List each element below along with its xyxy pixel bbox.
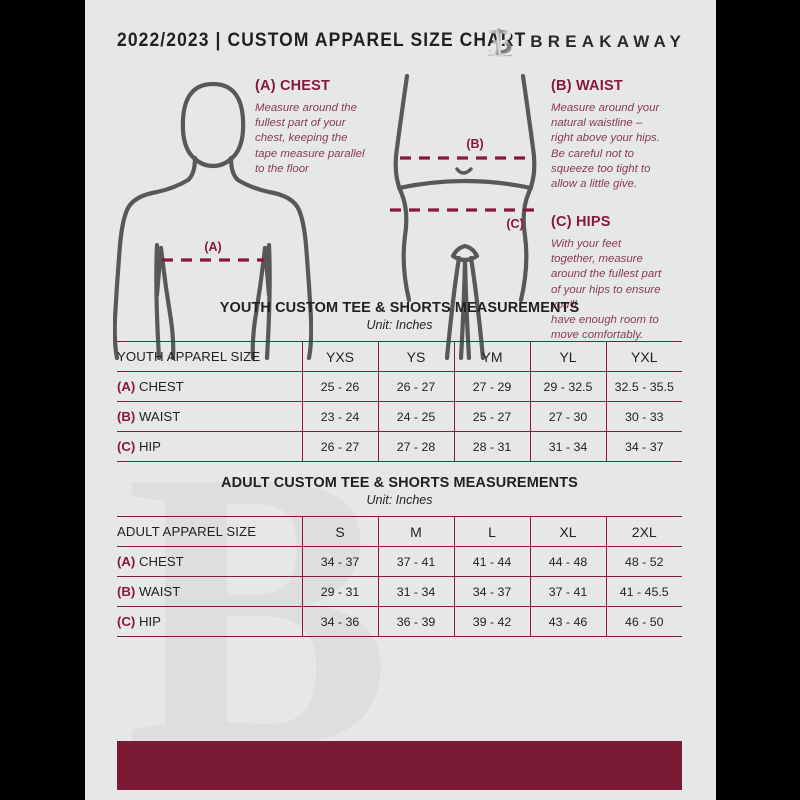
measurement-tag: (C) — [117, 439, 136, 454]
table-row: (B) WAIST 23 - 24 24 - 25 25 - 27 27 - 30 30 … — [117, 401, 682, 432]
measurement-value: 48 - 52 — [606, 546, 682, 577]
measurement-value: 23 - 24 — [302, 401, 379, 432]
measurement-row-label: (A) CHEST — [117, 371, 303, 402]
measurement-name: HIP — [135, 439, 161, 454]
callout-chest-body: Measure around the fullest part of your … — [255, 102, 365, 175]
callout-waist-title: (B) WAIST — [551, 78, 623, 94]
page-header: 2022/2023 | CUSTOM APPAREL SIZE CHART — [85, 24, 716, 64]
measurement-value: 30 - 33 — [606, 401, 682, 432]
size-column-header: YS — [378, 341, 455, 372]
measurement-row-label: (C) HIP — [117, 431, 303, 462]
size-column-header: YXL — [606, 341, 682, 372]
table-header-row: ADULT APPAREL SIZE S M L XL 2XL — [117, 516, 682, 547]
measurement-value: 34 - 37 — [606, 431, 682, 462]
callout-hips-title: (C) HIPS — [551, 214, 611, 230]
callout-chest-title: (A) CHEST — [255, 78, 331, 94]
size-column-header: S — [302, 516, 379, 547]
svg-text:(B): (B) — [466, 137, 483, 151]
measurement-value: 24 - 25 — [378, 401, 455, 432]
measurement-value: 32.5 - 35.5 — [606, 371, 682, 402]
measurement-value: 44 - 48 — [530, 546, 607, 577]
measurement-value: 37 - 41 — [530, 576, 607, 607]
measurement-value: 34 - 36 — [302, 606, 379, 637]
measurement-tag: (C) — [117, 614, 136, 629]
callout-waist: (B) WAIST Measure around your natural wa… — [551, 78, 699, 192]
apparel-size-column-header: ADULT APPAREL SIZE — [117, 516, 303, 547]
measurement-value: 41 - 44 — [454, 546, 531, 577]
size-column-header: 2XL — [606, 516, 682, 547]
size-column-header: YL — [530, 341, 607, 372]
measurement-value: 41 - 45.5 — [606, 576, 682, 607]
page-title: 2022/2023 | CUSTOM APPAREL SIZE CHART — [117, 30, 527, 51]
callout-waist-body: Measure around your natural waistline – … — [551, 102, 660, 191]
size-column-header: L — [454, 516, 531, 547]
adult-size-section: ADULT CUSTOM TEE & SHORTS MEASUREMENTS U… — [117, 475, 682, 637]
table-row: (A) CHEST 34 - 37 37 - 41 41 - 44 44 - 48 48 … — [117, 546, 682, 577]
measurement-value: 36 - 39 — [378, 606, 455, 637]
measurement-value: 31 - 34 — [530, 431, 607, 462]
adult-table-unit: Unit: Inches — [366, 493, 433, 507]
measurement-value: 25 - 26 — [302, 371, 379, 402]
measurement-row-label: (B) WAIST — [117, 401, 303, 432]
measurement-value: 26 - 27 — [302, 431, 379, 462]
youth-size-section: YOUTH CUSTOM TEE & SHORTS MEASUREMENTS U… — [117, 300, 682, 462]
measurement-row-label: (C) HIP — [117, 606, 303, 637]
size-column-header: XL — [530, 516, 607, 547]
table-header-row: YOUTH APPAREL SIZE YXS YS YM YL YXL — [117, 341, 682, 372]
size-chart-page: B 2022/2023 | CUSTOM APPAREL SIZE CHART — [85, 0, 716, 800]
callout-hips-body: With your feet together, measure around … — [551, 238, 662, 342]
table-row: (C) HIP 26 - 27 27 - 28 28 - 31 31 - 34 34 - … — [117, 431, 682, 462]
measurement-value: 34 - 37 — [302, 546, 379, 577]
callout-hips: (C) HIPS With your feet together, measur… — [551, 214, 699, 343]
size-column-header: YM — [454, 341, 531, 372]
svg-text:(C): (C) — [506, 217, 523, 231]
measurement-value: 43 - 46 — [530, 606, 607, 637]
callout-chest: (A) CHEST Measure around the fullest par… — [255, 78, 403, 177]
measurement-value: 28 - 31 — [454, 431, 531, 462]
measurement-name: HIP — [135, 614, 161, 629]
measurement-value: 46 - 50 — [606, 606, 682, 637]
table-row: (B) WAIST 29 - 31 31 - 34 34 - 37 37 - 41 41 … — [117, 576, 682, 607]
measurement-value: 29 - 31 — [302, 576, 379, 607]
measurement-name: CHEST — [135, 554, 184, 569]
footer-accent-bar — [117, 741, 682, 790]
svg-text:(A): (A) — [204, 240, 221, 254]
measurement-tag: (B) — [117, 409, 136, 424]
measurement-row-label: (B) WAIST — [117, 576, 303, 607]
size-column-header: M — [378, 516, 455, 547]
measurement-name: WAIST — [135, 584, 181, 599]
brand-name: BREAKAWAY — [530, 32, 686, 51]
measurement-value: 37 - 41 — [378, 546, 455, 577]
youth-size-table: YOUTH APPAREL SIZE YXS YS YM YL YXL (A) CHEST 2… — [117, 341, 682, 462]
measurement-tag: (A) — [117, 554, 136, 569]
measurement-tag: (A) — [117, 379, 136, 394]
adult-table-title: ADULT CUSTOM TEE & SHORTS MEASUREMENTS — [221, 475, 578, 491]
measurement-value: 31 - 34 — [378, 576, 455, 607]
table-row: (A) CHEST 25 - 26 26 - 27 27 - 29 29 - 32.5 3… — [117, 371, 682, 402]
youth-table-title: YOUTH CUSTOM TEE & SHORTS MEASUREMENTS — [219, 300, 580, 316]
measurement-illustrations: (A) — [85, 70, 716, 360]
measurement-name: CHEST — [135, 379, 184, 394]
apparel-size-column-header: YOUTH APPAREL SIZE — [117, 341, 303, 372]
measurement-value: 29 - 32.5 — [530, 371, 607, 402]
measurement-name: WAIST — [135, 409, 181, 424]
adult-size-table: ADULT APPAREL SIZE S M L XL 2XL (A) CHEST 34 - … — [117, 516, 682, 637]
measurement-value: 27 - 29 — [454, 371, 531, 402]
measurement-value: 27 - 28 — [378, 431, 455, 462]
measurement-tag: (B) — [117, 584, 136, 599]
size-column-header: YXS — [302, 341, 379, 372]
measurement-value: 26 - 27 — [378, 371, 455, 402]
measurement-row-label: (A) CHEST — [117, 546, 303, 577]
table-row: (C) HIP 34 - 36 36 - 39 39 - 42 43 - 46 46 - … — [117, 606, 682, 637]
measurement-value: 34 - 37 — [454, 576, 531, 607]
brand-lockup: BREAKAWAY — [486, 24, 686, 60]
measurement-value: 25 - 27 — [454, 401, 531, 432]
measurement-value: 27 - 30 — [530, 401, 607, 432]
measurement-value: 39 - 42 — [454, 606, 531, 637]
youth-table-unit: Unit: Inches — [366, 318, 433, 332]
breakaway-b-logo-icon — [486, 26, 516, 58]
